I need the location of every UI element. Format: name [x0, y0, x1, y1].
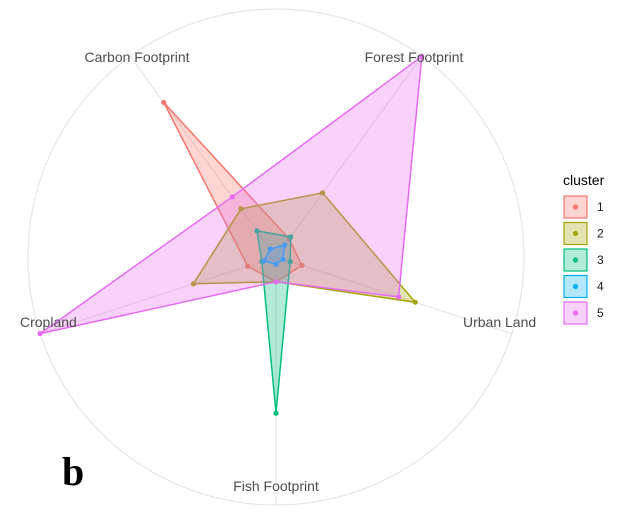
data-point	[245, 263, 251, 269]
data-point	[161, 99, 167, 106]
grid-spoke	[129, 56, 277, 258]
radar-series	[37, 53, 425, 416]
data-point	[396, 294, 402, 300]
data-point	[190, 281, 196, 287]
radar-grid	[27, 8, 525, 506]
data-point	[238, 206, 244, 212]
legend-key-point	[572, 310, 579, 316]
legend-item: 3	[563, 248, 604, 272]
data-point	[288, 234, 294, 240]
data-point	[419, 53, 425, 60]
legend: cluster 1 2 3 4 5	[563, 172, 605, 325]
data-point	[280, 256, 286, 262]
axis-label: Forest Footprint	[365, 49, 464, 65]
legend-key-point	[572, 283, 579, 290]
grid-spoke	[275, 256, 513, 335]
data-point	[267, 246, 273, 252]
legend-label: 4	[597, 280, 604, 294]
legend-title: cluster	[563, 172, 605, 188]
data-point	[37, 331, 43, 337]
legend-key-point	[572, 204, 579, 210]
legend-label: 5	[597, 306, 604, 320]
legend-label: 1	[597, 200, 604, 214]
data-point	[287, 259, 293, 265]
series-cluster-3	[254, 228, 294, 416]
data-point	[320, 190, 326, 196]
axis-label: Carbon Footprint	[84, 49, 189, 65]
series-polygon	[163, 101, 303, 283]
series-cluster-4	[261, 242, 288, 267]
axis-label: Cropland	[20, 314, 77, 330]
grid-spoke	[39, 256, 277, 335]
data-point	[254, 228, 260, 234]
series-polygon	[39, 55, 423, 335]
legend-item: 4	[563, 274, 604, 299]
axis-label: Urban Land	[463, 314, 536, 330]
axis-label: Fish Footprint	[233, 478, 319, 494]
legend-item: 1	[563, 195, 604, 219]
legend-item: 2	[563, 221, 604, 246]
legend-key-point	[572, 257, 579, 263]
panel-label: b	[62, 449, 84, 494]
data-point	[273, 261, 279, 267]
legend-label: 2	[597, 227, 604, 241]
axis-labels: Forest Footprint Urban Land Fish Footprint…	[20, 49, 536, 494]
series-polygon	[256, 230, 292, 414]
data-point	[229, 194, 235, 200]
legend-item: 5	[563, 301, 604, 325]
grid-spoke	[275, 56, 423, 258]
data-point	[412, 299, 418, 305]
data-point	[273, 279, 279, 285]
data-point	[273, 410, 279, 416]
legend-label: 3	[597, 253, 604, 267]
data-point	[261, 258, 267, 264]
data-point	[299, 262, 305, 268]
data-point	[282, 242, 288, 248]
legend-key-point	[572, 230, 579, 237]
series-cluster-5	[37, 53, 425, 337]
